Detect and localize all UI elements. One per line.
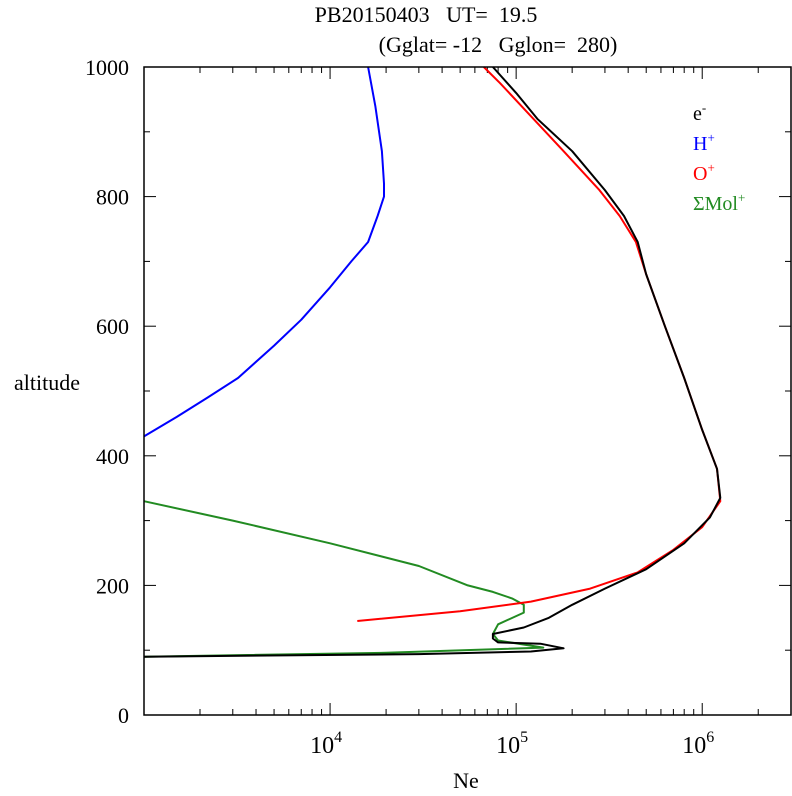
y-tick-label: 600 <box>96 314 129 339</box>
y-tick-label: 200 <box>96 573 129 598</box>
x-tick-label: 106 <box>682 729 714 759</box>
y-tick-label: 0 <box>118 703 129 728</box>
chart-title: PB20150403 UT= 19.5 <box>315 2 538 27</box>
legend-entry: O+ <box>693 160 715 185</box>
legend-entry: e- <box>693 100 706 125</box>
legend-entry: H+ <box>693 130 715 155</box>
x-axis-label: Ne <box>453 768 479 793</box>
y-tick-label: 1000 <box>85 55 129 80</box>
y-tick-label: 800 <box>96 185 129 210</box>
series-line <box>143 66 385 438</box>
series-line <box>143 500 545 658</box>
y-tick-label: 400 <box>96 444 129 469</box>
legend-entry: ΣMol+ <box>693 190 745 215</box>
series-line <box>143 66 722 658</box>
x-tick-label: 104 <box>310 729 342 759</box>
chart-subtitle: (Gglat= -12 Gglon= 280) <box>379 32 618 57</box>
y-axis-label: altitude <box>14 370 80 395</box>
plot-frame <box>143 66 792 716</box>
series-line <box>357 66 722 622</box>
x-tick-label: 105 <box>496 729 528 759</box>
